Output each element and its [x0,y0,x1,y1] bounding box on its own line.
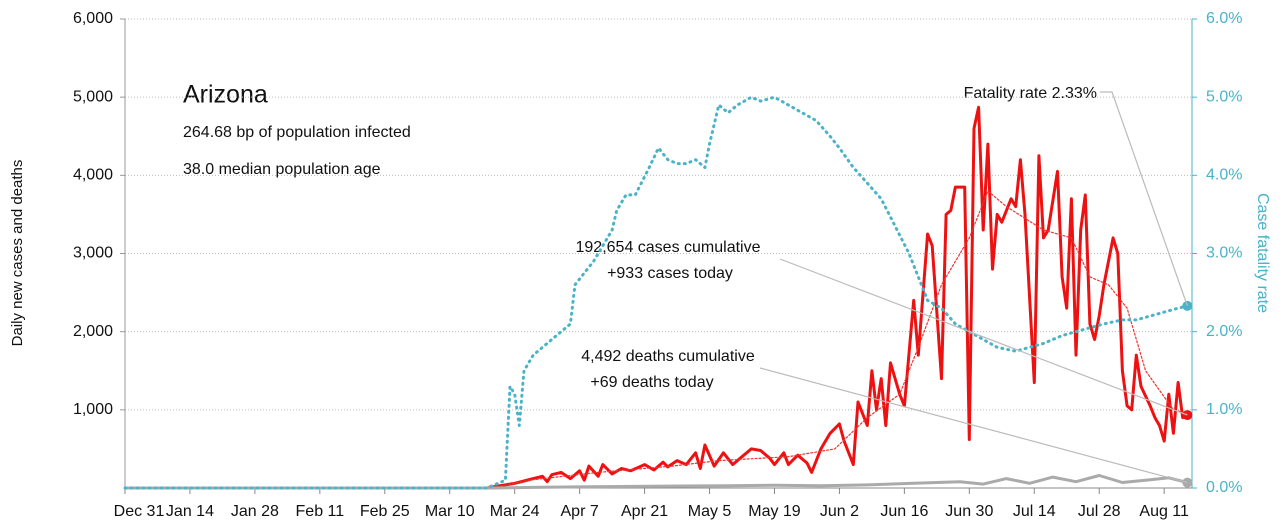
x-tick-label: Jun 30 [945,503,993,520]
x-tick-label: Mar 10 [425,503,475,520]
series-line [125,105,1189,490]
y-tick-label: 1,000 [73,401,113,418]
y2-tick-label: 4.0% [1206,167,1242,184]
x-tick-label: Apr 7 [561,503,599,520]
y2-axis-title: Case fatality rate [1254,193,1271,313]
y2-tick-label: 0.0% [1206,479,1242,496]
y2-tick-label: 1.0% [1206,401,1242,418]
y2-tick-label: 5.0% [1206,88,1242,105]
x-tick-label: Jul 14 [1013,503,1056,520]
series-line [123,95,1189,490]
chart-title: Arizona [183,81,268,109]
x-tick-label: Jan 28 [231,503,279,520]
y-tick-label: 6,000 [73,10,113,27]
annotation: Fatality rate 2.33% [964,85,1097,102]
x-tick-label: Jul 28 [1078,503,1121,520]
series-line [125,474,1188,490]
x-tick-label: Feb 11 [296,503,345,520]
y-tick-label: 4,000 [73,167,113,184]
x-tick-label: Aug 11 [1139,503,1189,520]
x-tick-label: Dec 31 [114,503,165,520]
y2-tick-label: 2.0% [1206,323,1242,340]
y2-tick-label: 6.0% [1206,10,1242,27]
annotation: 4,492 deaths cumulative [581,348,755,365]
x-tick-label: Jan 14 [166,503,214,520]
y-tick-label: 2,000 [73,323,113,340]
annotation: +933 cases today [607,265,733,282]
y-axis-title: Daily new cases and deaths [9,160,26,347]
x-tick-label: Apr 21 [621,503,668,520]
series-line [124,190,1188,489]
x-tick-label: Jun 2 [820,503,859,520]
y-tick-label: 3,000 [73,245,113,262]
subtitle: 264.68 bp of population infected [183,124,411,141]
leader-line [759,367,1188,484]
leader-line [779,258,1188,416]
x-tick-label: May 5 [688,503,732,520]
annotation: +69 deaths today [590,374,713,391]
x-tick-label: Feb 25 [360,503,410,520]
x-tick-label: Jun 16 [880,503,928,520]
annotation: 192,654 cases cumulative [576,239,761,256]
leader-line [1100,91,1188,307]
y2-tick-label: 3.0% [1206,245,1242,262]
subtitle: 38.0 median population age [183,161,381,178]
y-tick-label: 5,000 [73,88,113,105]
x-tick-label: May 19 [748,503,801,520]
x-tick-label: Mar 24 [490,503,540,520]
